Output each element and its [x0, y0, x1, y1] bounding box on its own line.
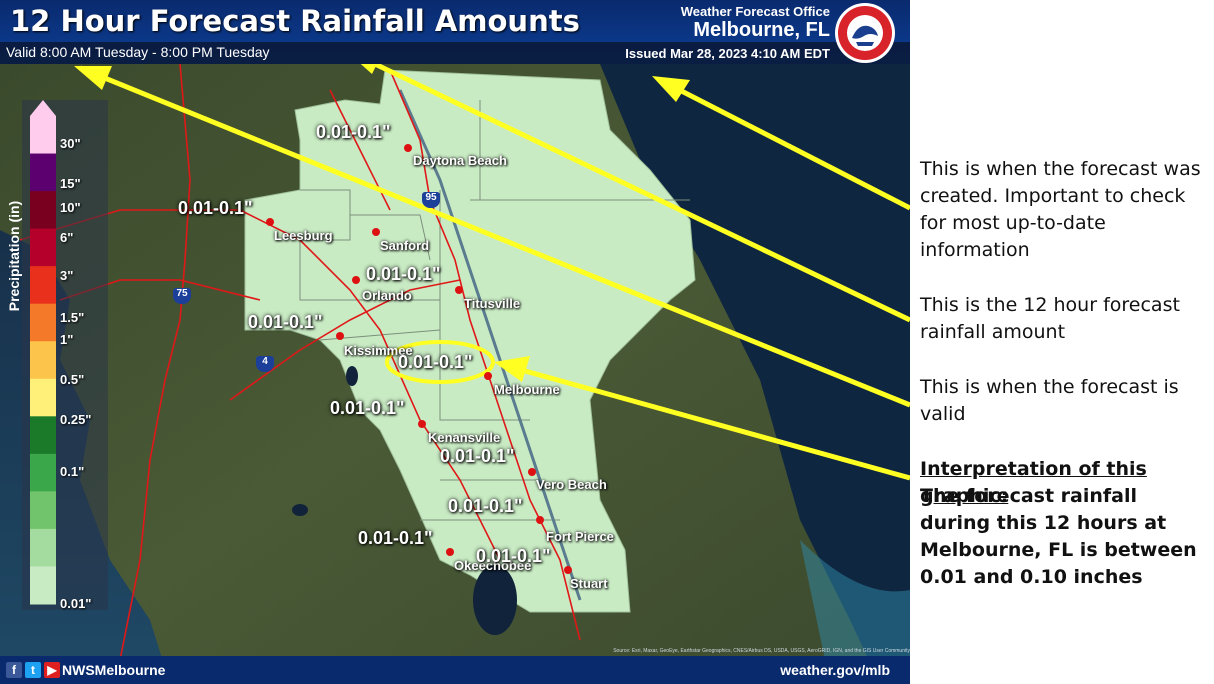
city-dot-leesburg: [266, 218, 274, 226]
legend-color-box: [30, 116, 56, 155]
legend-color-box: [30, 416, 56, 455]
precipitation-legend: [22, 100, 108, 610]
legend-colorbar: [30, 116, 56, 605]
city-label-titusville: Titusville: [464, 296, 521, 311]
legend-tick-label: 1": [60, 332, 74, 347]
legend-tick-label: 0.25": [60, 412, 92, 427]
office-city: Melbourne, FL: [693, 19, 830, 41]
city-label-orlando: Orlando: [362, 288, 412, 303]
amount-label: 0.01-0.1": [358, 528, 433, 548]
amount-label: 0.01-0.1": [178, 198, 253, 218]
city-label-stuart: Stuart: [570, 576, 608, 591]
city-label-daytona: Daytona Beach: [413, 153, 507, 168]
issued-time: Issued Mar 28, 2023 4:10 AM EDT: [625, 46, 830, 61]
map-source-credit: Source: Esri, Maxar, GeoEye, Earthstar G…: [613, 648, 910, 654]
legend-color-box: [30, 491, 56, 530]
city-dot-fort-pierce: [536, 516, 544, 524]
legend-tick-label: 30": [60, 136, 81, 151]
amount-label: 0.01-0.1": [476, 546, 551, 566]
city-dot-kenansville: [418, 420, 426, 428]
forecast-area: [244, 69, 696, 613]
city-label-sanford: Sanford: [380, 238, 430, 253]
city-label-kissimmee: Kissimmee: [344, 343, 413, 358]
legend-color-box: [30, 266, 56, 305]
legend-color-box: [30, 303, 56, 342]
amount-note: This is the 12 hour forecast rainfall am…: [920, 294, 1180, 343]
legend-color-box: [30, 341, 56, 380]
interstate-75-shield: 75: [173, 288, 191, 304]
interpretation-heading: Interpretation of this graphic:: [920, 458, 1147, 507]
issued-note: This is when the forecast was created. I…: [920, 158, 1201, 261]
legend-color-box: [30, 566, 56, 605]
city-label-kenansville: Kenansville: [428, 430, 501, 445]
city-label-fort-pierce: Fort Pierce: [546, 529, 614, 544]
legend-tick-label: 3": [60, 268, 74, 283]
legend-color-box: [30, 378, 56, 417]
amount-label: 0.01-0.1": [448, 496, 523, 516]
city-dot-orlando: [352, 276, 360, 284]
legend-title: Precipitation (in): [6, 200, 22, 312]
amount-label-melbourne: 0.01-0.1": [398, 352, 473, 372]
interstate-95-shield: 95: [422, 192, 440, 208]
city-dot-sanford: [372, 228, 380, 236]
social-handle: NWSMelbourne: [62, 662, 166, 678]
city-label-leesburg: Leesburg: [274, 228, 333, 243]
legend-color-box: [30, 528, 56, 567]
amount-label: 0.01-0.1": [248, 312, 323, 332]
office-block: Weather Forecast Office Melbourne, FL: [681, 4, 830, 42]
valid-bar: [0, 42, 910, 64]
footer-bar: f t ▶ NWSMelbourne weather.gov/mlb: [0, 656, 910, 684]
legend-tick-label: 0.5": [60, 372, 85, 387]
city-dot-kissimmee: [336, 332, 344, 340]
youtube-icon[interactable]: ▶: [44, 662, 60, 678]
forecast-graphic: 12 Hour Forecast Rainfall Amounts Valid …: [0, 0, 910, 684]
amount-label: 0.01-0.1": [316, 122, 391, 142]
interpretation-body: The forecast rainfall during this 12 hou…: [920, 485, 1197, 588]
legend-tick-label: 6": [60, 230, 74, 245]
city-label-okeechobee: Okeechobee: [454, 558, 532, 573]
legend-tick-label: 1.5": [60, 310, 85, 325]
legend-arrow: [30, 100, 56, 116]
legend-tick-label: 10": [60, 200, 81, 215]
city-dot-melbourne: [484, 372, 492, 380]
legend-tick-label: 0.01": [60, 596, 92, 611]
legend-color-box: [30, 191, 56, 230]
office-label: Weather Forecast Office: [680, 4, 830, 19]
city-dot-daytona: [404, 144, 412, 152]
twitter-icon[interactable]: t: [25, 662, 41, 678]
lake: [292, 504, 308, 516]
city-dot-okeechobee: [446, 548, 454, 556]
legend-color-box: [30, 153, 56, 192]
city-dot-vero: [528, 468, 536, 476]
city-label-melbourne: Melbourne: [494, 382, 560, 397]
legend-tick-label: 0.1": [60, 464, 85, 479]
legend-color-box: [30, 453, 56, 492]
legend-tick-label: 15": [60, 176, 81, 191]
county-lines: [299, 100, 690, 521]
melbourne-highlight-ellipse: [385, 340, 495, 384]
valid-note: This is when the forecast is valid: [920, 376, 1179, 425]
amount-label: 0.01-0.1": [330, 398, 405, 418]
shallow-water: [800, 540, 910, 684]
map-canvas: [0, 0, 910, 684]
amount-label: 0.01-0.1": [366, 264, 441, 284]
graphic-title: 12 Hour Forecast Rainfall Amounts: [10, 4, 580, 38]
legend-color-box: [30, 228, 56, 267]
city-dot-stuart: [564, 566, 572, 574]
city-dot-titusville: [455, 286, 463, 294]
lake: [346, 366, 358, 386]
nws-logo: [834, 2, 896, 69]
valid-period: Valid 8:00 AM Tuesday - 8:00 PM Tuesday: [6, 44, 270, 60]
annotation-arrows: [74, 49, 910, 481]
interstate-4-shield: 4: [256, 356, 274, 372]
amount-label: 0.01-0.1": [440, 446, 515, 466]
website-url[interactable]: weather.gov/mlb: [780, 662, 890, 678]
city-label-vero: Vero Beach: [536, 477, 607, 492]
intracoastal-waterway: [398, 89, 582, 601]
lake-okeechobee: [473, 565, 517, 635]
facebook-icon[interactable]: f: [6, 662, 22, 678]
annotation-panel: This is when the forecast was created. I…: [920, 0, 1214, 684]
